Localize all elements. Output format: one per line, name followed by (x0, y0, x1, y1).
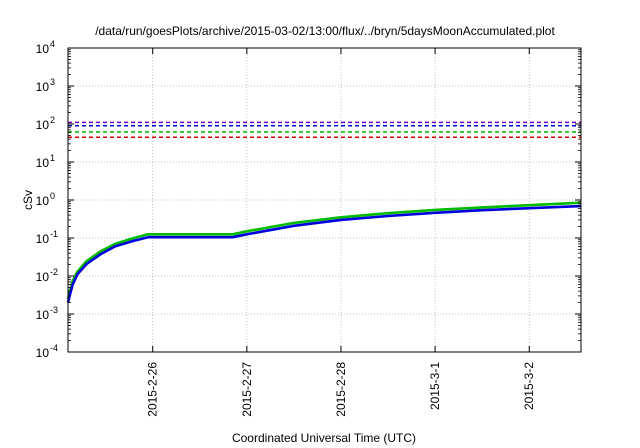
series-line (66, 204, 582, 303)
x-tick-label: 2015-3-2 (522, 362, 536, 410)
y-tick-exponent: 1 (50, 153, 55, 163)
y-tick-exponent: 2 (50, 115, 55, 125)
x-tick-label: 2015-2-28 (334, 362, 348, 417)
x-tick-label: 2015-3-1 (428, 362, 442, 410)
plot-frame (67, 47, 582, 353)
y-tick-label: 10 (36, 232, 50, 246)
y-tick-exponent: -4 (50, 343, 58, 353)
y-tick-label: 10 (36, 80, 50, 94)
x-tick-label: 2015-2-27 (240, 362, 254, 417)
y-tick-label: 10 (36, 194, 50, 208)
y-tick-label: 10 (36, 270, 50, 284)
y-tick-label: 10 (36, 42, 50, 56)
series-group (66, 121, 582, 303)
series-line (66, 201, 582, 300)
y-tick-exponent: -1 (50, 229, 58, 239)
y-tick-exponent: -3 (50, 305, 58, 315)
y-tick-exponent: -2 (50, 267, 58, 277)
x-tick-label: 2015-2-26 (146, 362, 160, 417)
grid (68, 48, 581, 352)
x-axis-label: Coordinated Universal Time (UTC) (232, 431, 416, 445)
y-tick-label: 10 (36, 118, 50, 132)
x-axis: 2015-2-26 2015-2-27 2015-2-28 2015-3-1 2015-… (146, 48, 536, 417)
y-tick-label: 10 (36, 308, 50, 322)
chart-title: /data/run/goesPlots/archive/2015-03-02/1… (95, 24, 555, 38)
y-tick-exponent: 3 (50, 77, 55, 87)
y-tick-exponent: 4 (50, 39, 55, 49)
y-tick-exponent: 0 (50, 191, 55, 201)
y-axis-label: cSv (21, 190, 35, 210)
y-tick-label: 10 (36, 346, 50, 360)
y-tick-label: 10 (36, 156, 50, 170)
